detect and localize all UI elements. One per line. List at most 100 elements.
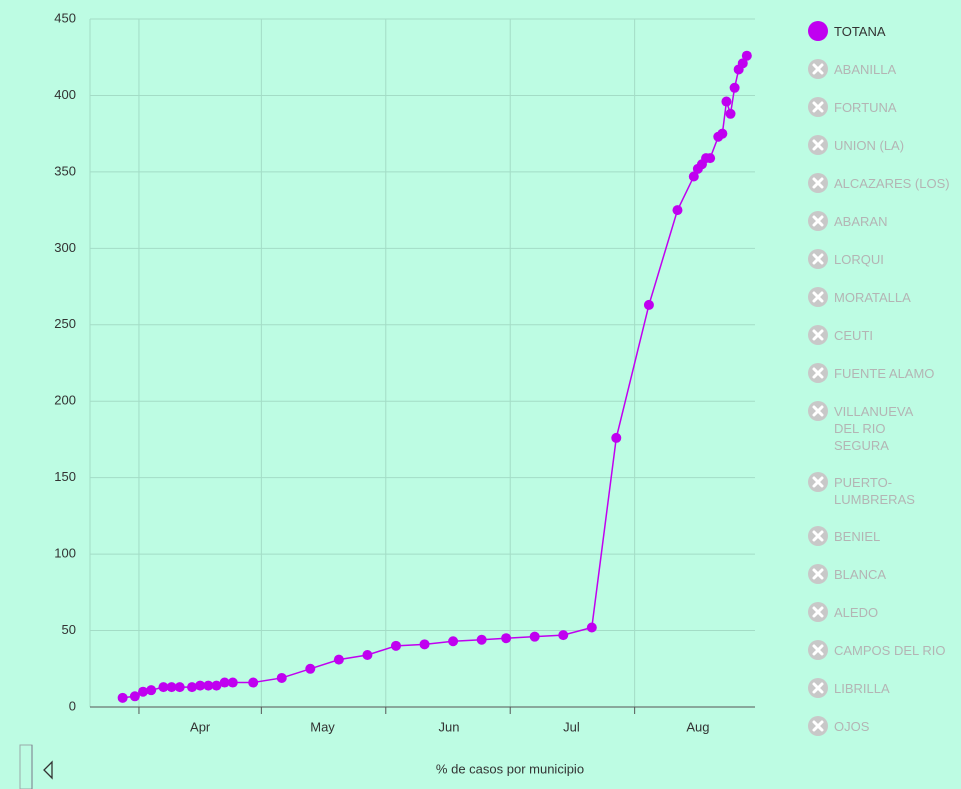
legend-item[interactable]: CAMPOS DEL RIO <box>808 640 961 660</box>
legend-icon <box>808 401 828 421</box>
legend-icon <box>808 211 828 231</box>
legend-label: ABANILLA <box>834 62 897 77</box>
legend-item[interactable]: ABANILLA <box>808 59 961 79</box>
data-point <box>276 672 287 683</box>
data-point <box>203 680 214 691</box>
data-point <box>219 677 230 688</box>
legend-item[interactable]: MORATALLA <box>808 287 961 307</box>
legend-icon <box>808 325 828 345</box>
x-tick-label: Jul <box>563 719 580 734</box>
data-point <box>729 82 740 93</box>
legend-label: OJOS <box>834 719 870 734</box>
data-point <box>419 639 430 650</box>
data-point <box>158 682 169 693</box>
data-point <box>725 108 736 119</box>
data-point <box>672 205 683 216</box>
legend-label: CEUTI <box>834 328 873 343</box>
data-point <box>211 680 222 691</box>
data-point <box>186 682 197 693</box>
legend-icon <box>808 173 828 193</box>
data-point <box>248 677 259 688</box>
data-point <box>737 58 748 69</box>
data-point <box>529 631 540 642</box>
legend-label: VILLANUEVA DEL RIO SEGURA <box>834 404 913 453</box>
legend-item[interactable]: FORTUNA <box>808 97 961 117</box>
data-point <box>138 686 149 697</box>
x-tick-label: May <box>310 719 335 734</box>
y-tick-label: 50 <box>62 622 76 637</box>
data-point <box>195 680 206 691</box>
y-tick-label: 100 <box>54 546 76 561</box>
data-point <box>476 634 487 645</box>
data-point <box>741 50 752 61</box>
data-point <box>717 128 728 139</box>
x-axis-title: % de casos por municipio <box>436 761 584 776</box>
data-point <box>174 682 185 693</box>
y-tick-label: 300 <box>54 240 76 255</box>
legend-label: ABARAN <box>834 214 888 229</box>
legend-icon <box>808 678 828 698</box>
legend-item[interactable]: FUENTE ALAMO <box>808 363 961 383</box>
y-tick-label: 450 <box>54 10 76 25</box>
data-point <box>643 299 654 310</box>
y-tick-label: 250 <box>54 316 76 331</box>
y-tick-label: 150 <box>54 469 76 484</box>
legend-item[interactable]: UNION (LA) <box>808 135 961 155</box>
data-point <box>705 153 716 164</box>
x-tick-label: Jun <box>439 719 460 734</box>
legend-label: CAMPOS DEL RIO <box>834 643 946 658</box>
legend-item[interactable]: TOTANA <box>808 21 961 41</box>
legend: TOTANA ABANILLA FORTUNA UNION (LA) ALCAZARES… <box>808 21 961 754</box>
legend-label: ALEDO <box>834 605 879 620</box>
legend-label: FORTUNA <box>834 100 897 115</box>
data-point <box>362 650 373 661</box>
data-point <box>558 630 569 641</box>
legend-item[interactable]: OJOS <box>808 716 961 736</box>
legend-icon <box>808 640 828 660</box>
legend-label: MORATALLA <box>834 290 911 305</box>
data-point <box>146 685 157 696</box>
legend-icon <box>808 287 828 307</box>
legend-label: FUENTE ALAMO <box>834 366 935 381</box>
legend-item[interactable]: PUERTO-LUMBRERAS <box>808 472 961 508</box>
legend-label: BLANCA <box>834 567 887 582</box>
y-tick-label: 200 <box>54 393 76 408</box>
data-point <box>117 692 128 703</box>
data-point <box>721 96 732 107</box>
legend-item[interactable]: CEUTI <box>808 325 961 345</box>
legend-label: BENIEL <box>834 529 881 544</box>
data-point <box>333 654 344 665</box>
data-point <box>501 633 512 644</box>
legend-item[interactable]: ALCAZARES (LOS) <box>808 173 961 193</box>
legend-item[interactable]: BENIEL <box>808 526 961 546</box>
y-tick-label: 400 <box>54 87 76 102</box>
legend-item[interactable]: ABARAN <box>808 211 961 231</box>
legend-icon <box>808 526 828 546</box>
legend-label: TOTANA <box>834 24 886 39</box>
legend-label: ALCAZARES (LOS) <box>834 176 950 191</box>
legend-item[interactable]: LIBRILLA <box>808 678 961 698</box>
data-point <box>688 171 699 182</box>
legend-icon <box>808 472 828 492</box>
series-line <box>122 55 748 699</box>
y-tick-label: 0 <box>69 698 76 713</box>
legend-item[interactable]: LORQUI <box>808 249 961 269</box>
data-point <box>129 691 140 702</box>
legend-icon <box>808 135 828 155</box>
legend-icon <box>808 97 828 117</box>
legend-label: LORQUI <box>834 252 884 267</box>
legend-item[interactable]: ALEDO <box>808 602 961 622</box>
data-point <box>166 682 177 693</box>
y-tick-label: 350 <box>54 163 76 178</box>
data-point <box>227 677 238 688</box>
data-point <box>586 622 597 633</box>
scroll-arrow[interactable] <box>43 760 53 780</box>
legend-item[interactable]: BLANCA <box>808 564 961 584</box>
legend-label: LIBRILLA <box>834 681 890 696</box>
legend-icon <box>808 602 828 622</box>
legend-icon <box>808 21 828 41</box>
legend-item[interactable]: VILLANUEVA DEL RIO SEGURA <box>808 401 961 454</box>
data-point <box>611 432 622 443</box>
data-point <box>390 640 401 651</box>
